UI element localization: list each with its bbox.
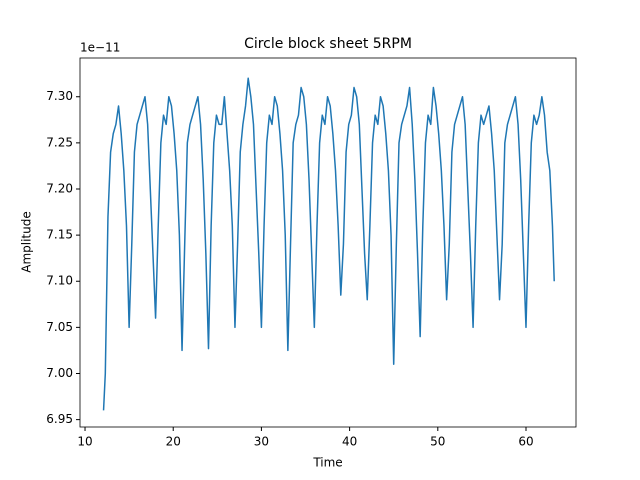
x-tick-label: 50 xyxy=(430,435,445,449)
y-axis-label: Amplitude xyxy=(20,211,34,273)
x-tick-label: 60 xyxy=(518,435,533,449)
chart-title: Circle block sheet 5RPM xyxy=(244,36,412,52)
x-tick-label: 20 xyxy=(166,435,181,449)
y-tick-label: 6.95 xyxy=(46,412,73,426)
y-tick-label: 7.15 xyxy=(46,228,73,242)
x-tick-label: 40 xyxy=(342,435,357,449)
x-tick-label: 10 xyxy=(77,435,92,449)
y-offset-label: 1e−11 xyxy=(80,41,120,55)
y-tick-label: 7.05 xyxy=(46,320,73,334)
x-axis-label: Time xyxy=(312,456,342,470)
y-tick-label: 7.30 xyxy=(46,89,73,103)
y-tick-label: 7.10 xyxy=(46,274,73,288)
y-tick-label: 7.25 xyxy=(46,135,73,149)
data-line xyxy=(102,77,555,411)
y-tick-label: 7.20 xyxy=(46,181,73,195)
x-tick-label: 30 xyxy=(254,435,269,449)
y-tick-label: 7.00 xyxy=(46,366,73,380)
plot-frame xyxy=(79,57,577,428)
